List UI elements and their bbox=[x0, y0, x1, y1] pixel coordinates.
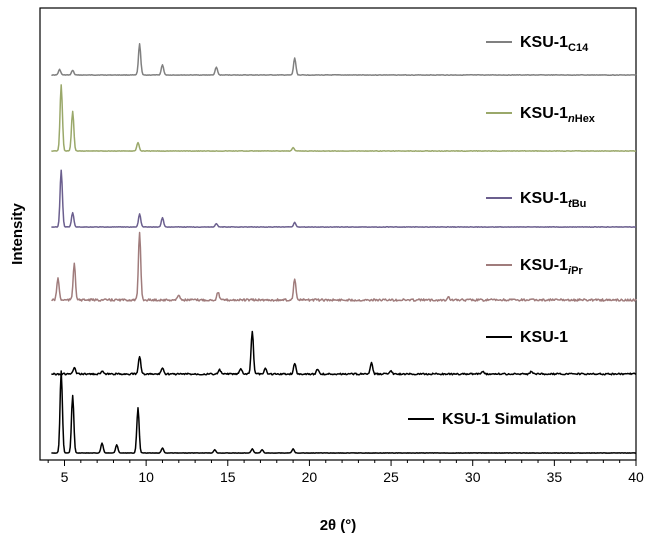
legend-label-main: KSU-1 bbox=[520, 34, 568, 51]
x-axis-title: 2θ (°) bbox=[320, 517, 357, 534]
legend-label-1: KSU-1C14 bbox=[520, 34, 589, 54]
legend-label-main: KSU-1 bbox=[520, 257, 568, 274]
legend-label-main: KSU-1 bbox=[520, 190, 568, 207]
legend-label-subscript: nHex bbox=[568, 113, 596, 125]
y-axis-title: Intensity bbox=[9, 203, 26, 265]
x-tick-label: 5 bbox=[61, 469, 69, 485]
legend-label-6: KSU-1 Simulation bbox=[442, 411, 576, 428]
legend-layer: KSU-1C14KSU-1nHexKSU-1tBuKSU-1iPrKSU-1KS… bbox=[408, 34, 596, 428]
legend-label-subscript: iPr bbox=[568, 265, 583, 277]
x-tick-label: 20 bbox=[302, 469, 318, 485]
x-axis: 5 10 15 20 25 30 35 40 bbox=[48, 460, 644, 485]
x-tick-label: 25 bbox=[383, 469, 399, 485]
legend-label-5: KSU-1 bbox=[520, 329, 568, 346]
legend-label-2: KSU-1nHex bbox=[520, 105, 596, 125]
legend-label-main: KSU-1 bbox=[520, 329, 568, 346]
legend-label-subscript: tBu bbox=[568, 198, 586, 210]
x-tick-label: 35 bbox=[547, 469, 563, 485]
x-tick-label: 15 bbox=[220, 469, 236, 485]
x-tick-label: 40 bbox=[628, 469, 644, 485]
plot-area: KSU-1C14KSU-1nHexKSU-1tBuKSU-1iPrKSU-1KS… bbox=[40, 8, 636, 460]
legend-label-main: KSU-1 Simulation bbox=[442, 411, 576, 428]
legend-label-main: KSU-1 bbox=[520, 105, 568, 122]
legend-label-4: KSU-1iPr bbox=[520, 257, 583, 277]
legend-label-3: KSU-1tBu bbox=[520, 190, 586, 210]
legend-label-subscript: C14 bbox=[568, 42, 589, 54]
x-tick-label: 10 bbox=[138, 469, 154, 485]
x-tick-label: 30 bbox=[465, 469, 481, 485]
